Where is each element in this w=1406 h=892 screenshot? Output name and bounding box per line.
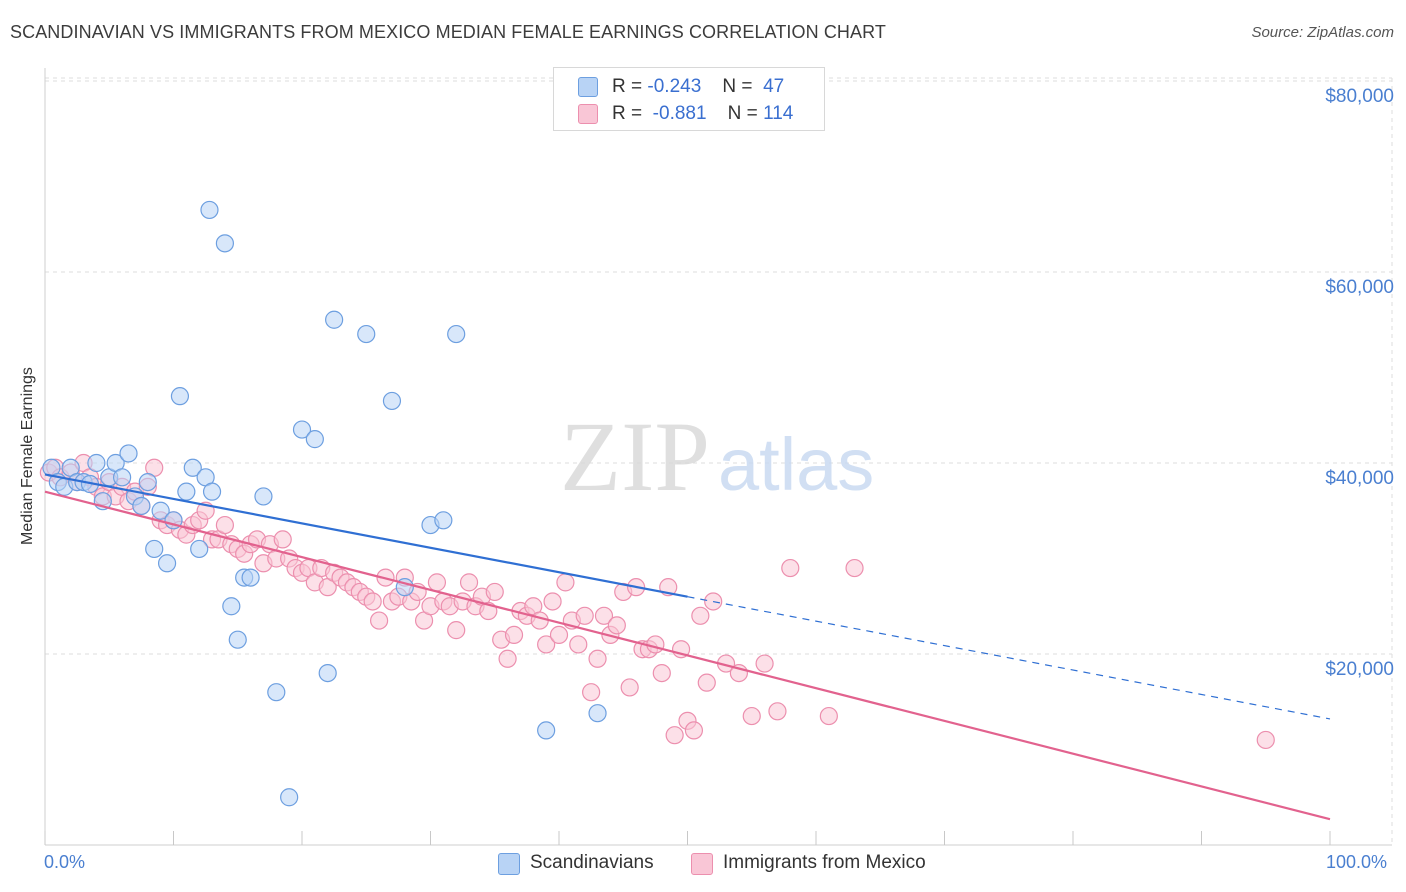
point-mexico	[504, 625, 524, 645]
y-tick-label-40000: $40,000	[1325, 468, 1394, 489]
point-mexico	[556, 573, 575, 592]
point-mexico	[370, 611, 389, 630]
point-scandinavian	[241, 568, 260, 587]
legend-r-label: R =	[612, 76, 643, 97]
point-scandinavian	[183, 458, 202, 477]
point-scandinavian	[132, 496, 151, 516]
trend-lines	[44, 473, 1331, 821]
bottom-legend-swatch-pink	[691, 853, 713, 875]
point-mexico	[755, 654, 774, 673]
point-scandinavian	[434, 511, 453, 530]
y-tick-label-60000: $60,000	[1325, 277, 1394, 298]
point-mexico	[569, 635, 588, 654]
legend-swatch-pink	[578, 104, 598, 124]
point-scandinavian	[382, 391, 402, 411]
point-mexico	[363, 592, 382, 611]
y-tick-label-80000: $80,000	[1325, 86, 1394, 107]
point-mexico	[582, 683, 601, 702]
point-scandinavian	[305, 430, 324, 449]
point-scandinavian	[267, 683, 286, 702]
point-mexico	[447, 621, 466, 640]
legend-r-label: R =	[612, 103, 643, 124]
watermark-zip: ZIP	[560, 401, 710, 512]
bottom-legend-label: Immigrants from Mexico	[723, 852, 926, 873]
watermark-atlas: atlas	[718, 423, 874, 506]
point-mexico	[537, 635, 556, 654]
point-mexico	[781, 558, 800, 578]
chart-title: SCANDINAVIAN VS IMMIGRANTS FROM MEXICO M…	[10, 22, 886, 42]
chart-source: Source: ZipAtlas.com	[1251, 24, 1394, 41]
point-mexico	[459, 573, 479, 592]
point-mexico	[549, 625, 569, 645]
watermark: ZIP atlas	[560, 401, 874, 512]
bottom-legend-swatch-blue	[498, 853, 520, 875]
point-mexico	[1256, 730, 1275, 750]
point-mexico	[665, 726, 684, 745]
point-mexico	[684, 721, 704, 740]
point-scandinavian	[254, 487, 273, 506]
point-mexico	[845, 558, 864, 578]
correlation-legend: R = -0.243 N = 47 R = -0.881 N = 114	[553, 67, 825, 131]
point-mexico	[607, 616, 626, 635]
trend-line-scandinavians	[44, 473, 688, 598]
point-mexico	[620, 678, 639, 697]
point-scandinavian	[112, 468, 132, 487]
legend-n-value: 47	[763, 76, 785, 97]
x-tick-label-min: 0.0%	[44, 852, 86, 872]
point-scandinavian	[170, 387, 190, 406]
point-mexico	[691, 606, 710, 625]
point-scandinavian	[138, 473, 157, 492]
point-scandinavian	[588, 704, 607, 723]
point-scandinavian	[228, 630, 247, 649]
point-scandinavian	[151, 501, 170, 520]
legend-n-value: 114	[763, 103, 794, 124]
point-scandinavian	[145, 539, 164, 559]
point-mexico	[697, 673, 716, 692]
bottom-legend-label: Scandinavians	[530, 852, 654, 873]
point-mexico	[594, 606, 614, 625]
point-scandinavian	[325, 310, 344, 329]
point-scandinavian	[222, 597, 241, 616]
point-scandinavian	[292, 420, 312, 439]
point-mexico	[742, 706, 761, 726]
point-mexico	[498, 649, 517, 668]
trend-line-mexico	[44, 490, 1331, 821]
point-scandinavian	[190, 539, 209, 559]
point-mexico	[588, 649, 607, 668]
point-scandinavian	[119, 444, 138, 463]
point-mexico	[819, 706, 838, 726]
point-scandinavian	[280, 788, 299, 807]
axes	[44, 68, 1392, 846]
point-scandinavian	[87, 453, 106, 473]
legend-n-label: N =	[722, 76, 753, 97]
series-scandinavians	[42, 200, 607, 807]
legend-swatch-blue	[578, 77, 598, 97]
point-mexico	[768, 702, 787, 721]
point-scandinavian	[202, 482, 222, 501]
point-scandinavian	[200, 200, 219, 220]
point-mexico	[652, 663, 671, 683]
point-scandinavian	[215, 234, 234, 253]
point-mexico	[543, 592, 562, 611]
point-scandinavian	[177, 482, 196, 501]
point-mexico	[273, 530, 292, 549]
point-mexico	[646, 635, 665, 654]
point-mexico	[575, 606, 594, 625]
point-mexico	[427, 573, 447, 592]
legend-r-value: -0.243	[647, 76, 702, 97]
point-mexico	[530, 611, 549, 630]
legend-r-value: -0.881	[652, 103, 707, 124]
point-scandinavian	[157, 554, 177, 573]
trend-line-scandinavians-projection	[687, 596, 1331, 720]
y-tick-label-20000: $20,000	[1325, 659, 1394, 680]
legend-n-label: N =	[727, 103, 758, 124]
point-mexico	[215, 515, 234, 535]
point-scandinavian	[537, 721, 556, 740]
point-scandinavian	[357, 324, 376, 344]
x-tick-label-max: 100.0%	[1326, 852, 1388, 872]
point-scandinavian	[447, 324, 466, 344]
point-scandinavian	[318, 663, 337, 683]
point-mexico	[485, 582, 504, 602]
